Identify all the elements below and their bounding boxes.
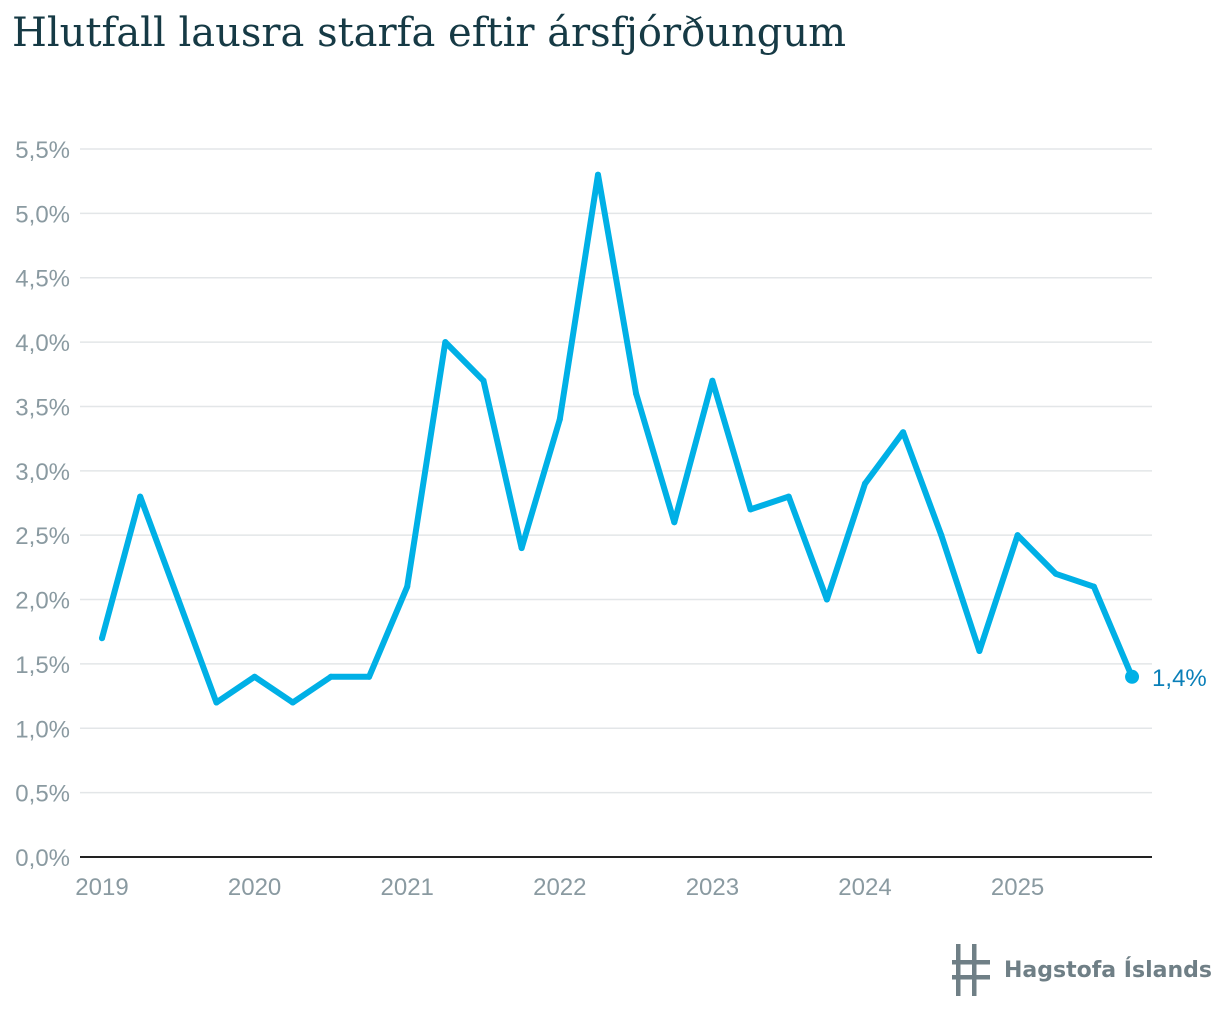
data-point [747,506,754,513]
y-tick-label: 3,5% [15,394,70,421]
x-tick-label: 2024 [838,874,891,901]
data-point [442,339,449,346]
x-tick-label: 2021 [381,874,434,901]
y-tick-label: 5,5% [15,137,70,164]
data-point [366,673,373,680]
y-axis-ticks: 0,0% 0,5% 1,0% 1,5% 2,0% 2,5% 3,0% 3,5% 4,0% 4,5%… [15,137,70,872]
data-points [99,171,1136,706]
y-tick-label: 5,0% [15,201,70,228]
x-tick-label: 2019 [75,874,128,901]
data-point [518,545,525,552]
brand-name: Hagstofa Íslands [1004,957,1212,983]
hagstofa-logo-icon [952,944,990,996]
data-point [823,596,830,603]
data-point [404,583,411,590]
data-point [1090,583,1097,590]
x-tick-label: 2025 [991,874,1044,901]
data-point [137,493,144,500]
data-point [900,429,907,436]
x-axis-ticks: 2019 2020 2021 2022 2023 2024 2025 [75,874,1044,901]
data-point [175,596,182,603]
data-point [862,480,868,487]
y-tick-label: 4,5% [15,266,70,293]
x-tick-label: 2023 [686,874,739,901]
gridlines [80,148,1152,794]
data-point [480,377,487,384]
end-value-label: 1,4% [1152,665,1207,692]
data-point [594,171,601,178]
data-point [671,519,678,526]
data-point [556,416,563,423]
y-tick-label: 0,5% [15,781,70,808]
data-point [99,635,105,642]
data-point [251,673,258,680]
x-tick-label: 2022 [533,874,586,901]
y-tick-label: 4,0% [15,330,70,357]
y-tick-label: 3,0% [15,459,70,486]
data-point [938,532,945,539]
y-tick-label: 2,5% [15,523,70,550]
series-line [99,171,1135,706]
data-point [709,377,716,384]
chart-title: Hlutfall lausra starfa eftir ársfjórðung… [12,10,847,56]
data-point [289,699,296,706]
x-tick-label: 2020 [228,874,281,901]
y-tick-label: 1,5% [15,652,70,679]
y-tick-label: 0,0% [15,845,70,872]
brand: Hagstofa Íslands [952,942,1212,998]
data-point [976,648,983,655]
end-point-marker [1125,669,1140,684]
y-tick-label: 1,0% [15,716,70,743]
data-point [213,699,220,706]
data-point [1052,570,1059,577]
data-point [633,390,640,397]
data-point [785,493,792,500]
data-point [327,673,334,680]
y-tick-label: 2,0% [15,588,70,615]
data-point [1014,532,1021,539]
